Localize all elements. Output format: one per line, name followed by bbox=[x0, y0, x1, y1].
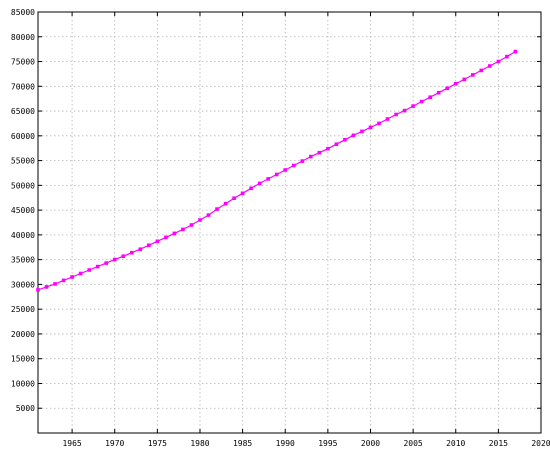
y-tick-label: 70000 bbox=[11, 82, 35, 91]
data-point bbox=[266, 177, 270, 181]
data-point bbox=[130, 250, 134, 255]
data-point bbox=[138, 247, 143, 251]
data-point bbox=[70, 275, 74, 279]
data-point bbox=[462, 77, 467, 82]
x-tick-labels: 1965 1970 1975 1980 1985 1990 1995 2000 2005 2010… bbox=[62, 439, 550, 448]
data-point bbox=[53, 282, 57, 286]
data-point bbox=[215, 207, 219, 211]
data-point bbox=[172, 231, 177, 236]
data-point bbox=[104, 261, 108, 265]
y-tick-label: 50000 bbox=[11, 181, 35, 190]
data-point bbox=[61, 278, 66, 283]
data-point bbox=[402, 108, 407, 113]
data-point bbox=[326, 146, 330, 151]
y-tick-label: 35000 bbox=[11, 256, 35, 265]
y-tick-label: 20000 bbox=[11, 330, 35, 339]
data-point bbox=[87, 268, 91, 272]
data-point bbox=[274, 172, 279, 177]
data-point bbox=[419, 99, 424, 104]
data-point bbox=[377, 121, 381, 126]
data-point bbox=[334, 142, 339, 146]
data-point bbox=[505, 54, 509, 59]
y-tick-label: 5000 bbox=[16, 404, 35, 413]
data-point bbox=[496, 59, 501, 64]
data-point bbox=[385, 117, 390, 121]
y-tick-labels: 5000 10000 15000 20000 25000 30000 35000 40000 4… bbox=[11, 8, 35, 413]
data-point bbox=[121, 254, 126, 258]
data-point bbox=[249, 186, 253, 191]
y-tick-label: 10000 bbox=[11, 379, 35, 388]
data-point bbox=[360, 129, 364, 134]
x-tick-label: 1990 bbox=[276, 439, 295, 448]
data-point bbox=[257, 181, 262, 186]
data-point bbox=[198, 218, 202, 222]
data-point bbox=[471, 73, 475, 77]
y-tick-label: 60000 bbox=[11, 132, 35, 141]
x-tick-label: 1970 bbox=[105, 439, 124, 448]
data-point bbox=[343, 138, 347, 142]
data-point bbox=[95, 264, 100, 269]
data-point bbox=[309, 154, 313, 159]
data-point bbox=[147, 243, 151, 248]
y-tick-label: 80000 bbox=[11, 33, 35, 42]
data-point bbox=[411, 104, 415, 108]
data-point bbox=[44, 285, 49, 289]
data-point bbox=[206, 213, 211, 217]
series-line bbox=[37, 51, 516, 291]
y-tick-label: 55000 bbox=[11, 157, 35, 166]
x-tick-label: 1995 bbox=[318, 439, 337, 448]
tick-marks bbox=[38, 11, 542, 433]
x-tick-label: 1975 bbox=[148, 439, 167, 448]
data-point bbox=[445, 86, 449, 91]
data-point bbox=[300, 159, 305, 163]
y-tick-label: 75000 bbox=[11, 58, 35, 67]
data-markers bbox=[36, 49, 518, 292]
x-tick-label: 2015 bbox=[489, 439, 508, 448]
plot-frame bbox=[37, 11, 542, 434]
data-point bbox=[232, 196, 236, 200]
x-tick-label: 2020 bbox=[531, 439, 550, 448]
grid bbox=[38, 12, 541, 433]
y-tick-label: 45000 bbox=[11, 206, 35, 215]
data-point bbox=[317, 150, 322, 155]
data-point bbox=[189, 223, 194, 227]
x-tick-label: 1985 bbox=[233, 439, 252, 448]
data-point bbox=[112, 257, 117, 262]
x-tick-label: 2005 bbox=[403, 439, 422, 448]
y-tick-label: 25000 bbox=[11, 305, 35, 314]
x-tick-label: 2000 bbox=[361, 439, 380, 448]
data-point bbox=[428, 95, 432, 99]
y-tick-label: 40000 bbox=[11, 231, 35, 240]
data-point bbox=[488, 64, 492, 68]
data-point bbox=[368, 125, 373, 130]
data-point bbox=[155, 239, 160, 244]
data-point bbox=[181, 227, 185, 232]
data-point bbox=[36, 288, 40, 292]
y-tick-label: 30000 bbox=[11, 280, 35, 289]
data-point bbox=[283, 168, 287, 172]
y-tick-label: 65000 bbox=[11, 107, 35, 116]
data-point bbox=[164, 235, 168, 240]
data-point bbox=[223, 201, 228, 206]
x-tick-label: 1965 bbox=[62, 439, 81, 448]
y-tick-label: 85000 bbox=[11, 8, 35, 17]
data-point bbox=[351, 133, 356, 138]
data-point bbox=[436, 90, 441, 95]
data-point bbox=[240, 191, 245, 196]
y-tick-label: 15000 bbox=[11, 355, 35, 364]
x-tick-label: 1980 bbox=[190, 439, 209, 448]
data-point bbox=[78, 271, 83, 276]
data-point bbox=[394, 112, 398, 117]
data-point bbox=[479, 68, 484, 73]
x-tick-label: 2010 bbox=[446, 439, 465, 448]
data-point bbox=[513, 49, 518, 54]
data-point bbox=[292, 163, 296, 168]
data-point bbox=[453, 82, 458, 86]
